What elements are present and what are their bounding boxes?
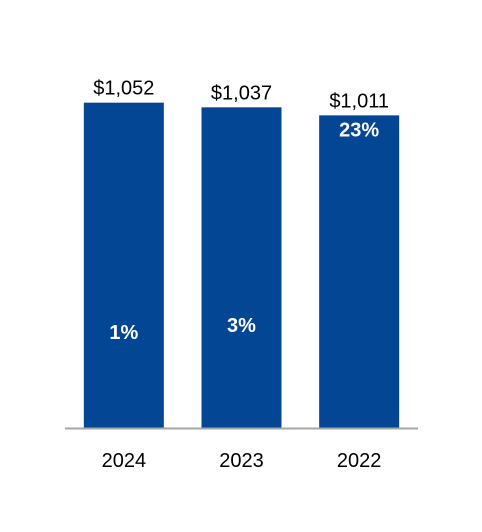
bars-group [83,102,400,429]
pct-label-2023: 3% [227,315,256,337]
labels-group: $1,052 1% 2024 $1,037 3% 2023 $1,011 23% 2022 [93,78,389,472]
tick-label-2023: 2023 [219,450,264,472]
bar-2022 [319,115,400,429]
tick-label-2024: 2024 [102,450,147,472]
value-label-2022: $1,011 [329,90,389,112]
bar-2024 [83,102,164,429]
tick-label-2022: 2022 [337,450,382,472]
value-label-2023: $1,037 [211,82,272,104]
bar-2023 [201,107,282,429]
pct-label-2022: 23% [339,119,379,141]
pct-label-2024: 1% [109,322,138,344]
value-label-2024: $1,052 [93,78,154,100]
